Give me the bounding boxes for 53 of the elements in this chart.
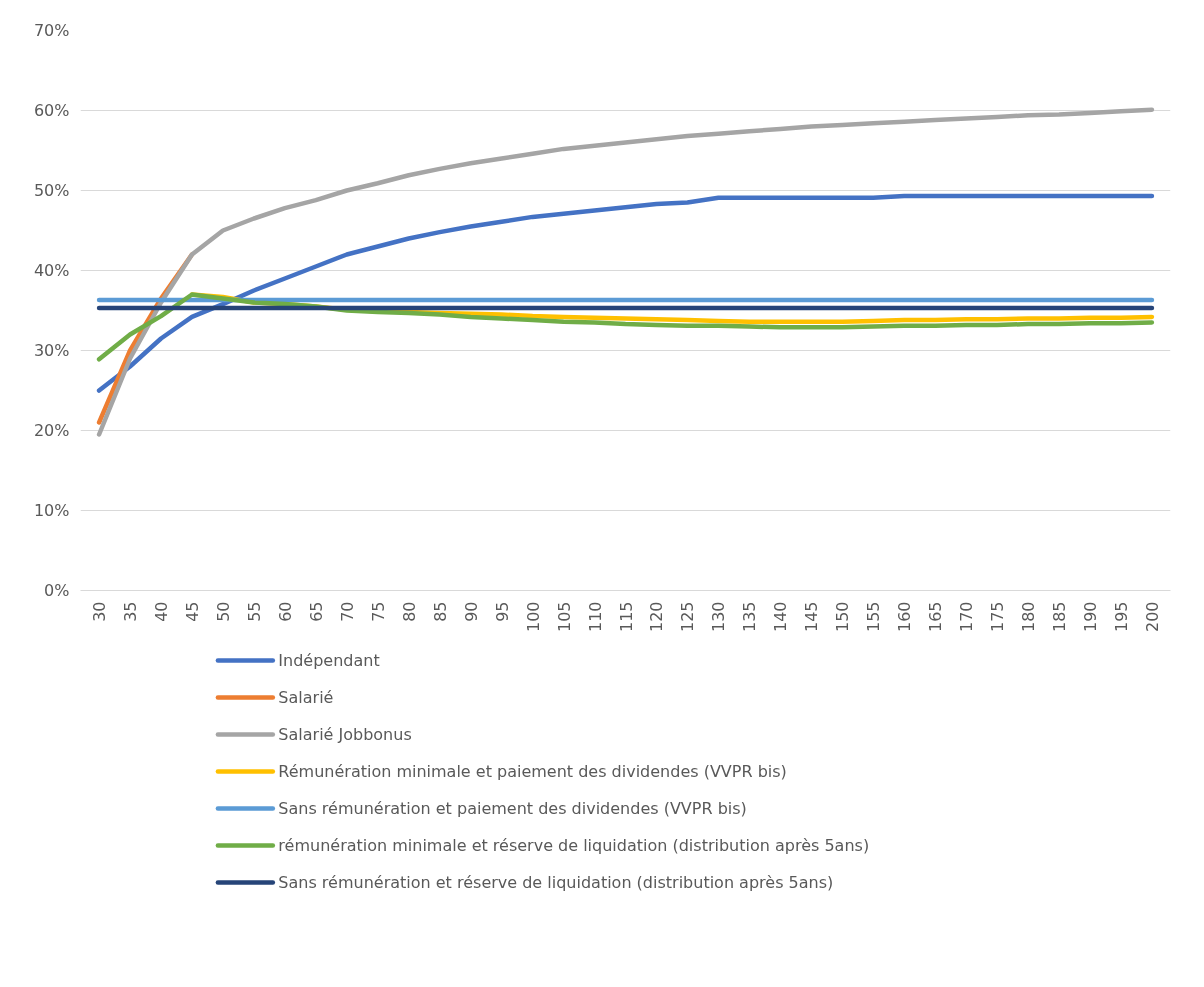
x-tick-label: 90 xyxy=(461,601,481,622)
legend-label: Rémunération minimale et paiement des dividendes (VVPR bis) xyxy=(278,762,787,781)
x-tick-label: 175 xyxy=(988,601,1008,633)
x-tick-label: 145 xyxy=(802,601,822,633)
legend-label: rémunération minimale et réserve de liquidation (distribution après 5ans) xyxy=(278,836,870,855)
legend-label: Salarié Jobbonus xyxy=(278,725,412,744)
y-tick-label: 10% xyxy=(33,501,70,520)
y-tick-label: 50% xyxy=(33,181,70,200)
x-tick-label: 55 xyxy=(244,601,264,622)
x-tick-label: 30 xyxy=(90,601,110,622)
legend-label: Salarié xyxy=(278,688,334,707)
x-tick-label: 165 xyxy=(926,601,946,633)
x-tick-label: 170 xyxy=(957,601,977,633)
x-tick-label: 95 xyxy=(492,601,512,622)
x-tick-label: 100 xyxy=(523,601,543,633)
x-tick-label: 160 xyxy=(895,601,915,633)
x-tick-label: 200 xyxy=(1142,601,1162,633)
x-tick-label: 105 xyxy=(554,601,574,633)
x-tick-label: 150 xyxy=(833,601,853,633)
x-tick-label: 190 xyxy=(1080,601,1100,633)
x-tick-label: 60 xyxy=(275,601,295,622)
x-tick-label: 40 xyxy=(152,601,172,622)
y-tick-label: 60% xyxy=(33,101,70,120)
x-tick-label: 155 xyxy=(864,601,884,633)
x-tick-label: 45 xyxy=(182,601,202,622)
line-series xyxy=(96,193,1155,393)
legend-label: Indépendant xyxy=(278,651,380,670)
x-tick-label: 125 xyxy=(678,601,698,633)
y-tick-label: 20% xyxy=(33,421,70,440)
x-tick-label: 120 xyxy=(647,601,667,633)
y-tick-label: 30% xyxy=(33,341,70,360)
line-series xyxy=(96,107,1155,437)
x-tick-label: 140 xyxy=(771,601,791,633)
x-tick-label: 50 xyxy=(213,601,233,622)
x-tick-label: 130 xyxy=(709,601,729,633)
x-tick-label: 115 xyxy=(616,601,636,633)
legend-label: Sans rémunération et réserve de liquidation (distribution après 5ans) xyxy=(278,873,834,892)
y-tick-label: 70% xyxy=(33,21,70,40)
x-tick-label: 75 xyxy=(368,601,388,622)
x-tick-label: 85 xyxy=(430,601,450,622)
legend-label: Sans rémunération et paiement des dividendes (VVPR bis) xyxy=(278,799,747,818)
line-series xyxy=(96,292,1155,362)
x-tick-label: 110 xyxy=(585,601,605,633)
y-tick-label: 0% xyxy=(44,581,70,600)
x-tick-label: 65 xyxy=(306,601,326,622)
x-tick-label: 35 xyxy=(121,601,141,622)
x-tick-label: 135 xyxy=(740,601,760,633)
x-tick-label: 180 xyxy=(1019,601,1039,633)
x-tick-label: 80 xyxy=(399,601,419,622)
x-tick-label: 195 xyxy=(1111,601,1131,633)
x-tick-label: 70 xyxy=(337,601,357,622)
y-tick-label: 40% xyxy=(33,261,70,280)
x-tick-label: 185 xyxy=(1050,601,1070,633)
